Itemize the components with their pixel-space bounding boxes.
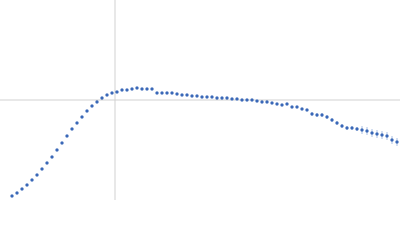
data-point: [250, 98, 254, 102]
data-point: [190, 94, 194, 98]
data-point: [215, 96, 219, 100]
data-point: [150, 87, 154, 91]
data-point: [205, 95, 209, 99]
data-point: [260, 100, 264, 104]
data-point: [80, 115, 84, 119]
data-point: [350, 126, 354, 130]
data-point: [35, 173, 39, 177]
data-point: [275, 102, 279, 106]
chart: [0, 0, 400, 200]
data-point: [365, 129, 369, 133]
data-point: [120, 88, 124, 92]
data-point: [280, 103, 284, 107]
data-point: [225, 96, 229, 100]
data-point: [300, 107, 304, 111]
data-point: [30, 178, 34, 182]
data-point: [20, 187, 24, 191]
data-point: [155, 91, 159, 95]
data-point: [235, 97, 239, 101]
data-point: [175, 92, 179, 96]
data-point: [55, 148, 59, 152]
data-point: [130, 87, 134, 91]
data-point: [245, 98, 249, 102]
data-point: [200, 95, 204, 99]
data-point: [270, 101, 274, 105]
data-point: [15, 191, 19, 195]
data-point: [135, 86, 139, 90]
data-point: [90, 104, 94, 108]
data-point: [390, 138, 394, 142]
data-point: [45, 161, 49, 165]
data-point: [345, 126, 349, 130]
data-point: [145, 87, 149, 91]
data-point: [40, 167, 44, 171]
data-point: [160, 91, 164, 95]
data-point: [180, 93, 184, 97]
data-point: [290, 105, 294, 109]
data-point: [360, 128, 364, 132]
data-point: [65, 134, 69, 138]
data-point: [330, 118, 334, 122]
data-point: [380, 133, 384, 137]
data-point: [140, 87, 144, 91]
data-point: [285, 102, 289, 106]
data-point: [255, 99, 259, 103]
data-point: [100, 96, 104, 100]
data-point: [185, 93, 189, 97]
data-point: [265, 100, 269, 104]
data-point: [50, 155, 54, 159]
data-point: [195, 94, 199, 98]
data-point: [25, 183, 29, 187]
data-point: [210, 95, 214, 99]
data-point: [75, 121, 79, 125]
data-point: [340, 124, 344, 128]
data-point: [295, 105, 299, 109]
data-point: [95, 100, 99, 104]
data-point: [335, 121, 339, 125]
data-point: [10, 194, 14, 198]
data-point: [305, 108, 309, 112]
data-point: [370, 131, 374, 135]
data-point: [110, 91, 114, 95]
data-point: [375, 132, 379, 136]
data-point: [385, 134, 389, 138]
data-point: [310, 112, 314, 116]
data-point: [115, 90, 119, 94]
data-point: [320, 113, 324, 117]
data-point: [170, 91, 174, 95]
data-point: [70, 127, 74, 131]
data-point: [220, 96, 224, 100]
page: (() => { const data = JSON.parse(documen…: [0, 0, 400, 200]
data-point: [240, 98, 244, 102]
data-point: [325, 115, 329, 119]
data-point: [230, 97, 234, 101]
data-point: [125, 88, 129, 92]
data-point: [315, 113, 319, 117]
data-point: [60, 141, 64, 145]
data-point: [105, 93, 109, 97]
data-point: [355, 127, 359, 131]
data-point: [85, 109, 89, 113]
data-point: [395, 140, 399, 144]
data-point: [165, 91, 169, 95]
